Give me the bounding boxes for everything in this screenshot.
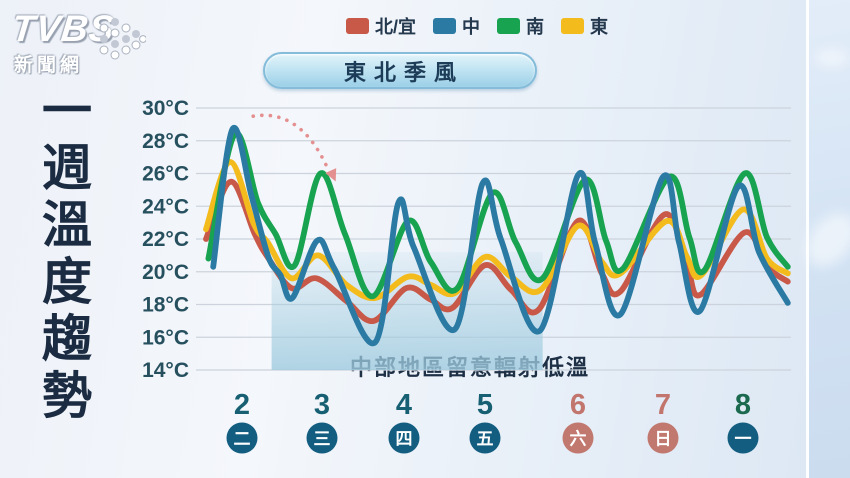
y-axis-tick-label: 20°C <box>142 261 189 284</box>
legend-swatch-north-yilan <box>346 18 369 34</box>
cooldown-arrow <box>251 113 330 171</box>
y-axis-tick-label: 18°C <box>142 294 189 317</box>
day-number: 3 <box>314 389 330 421</box>
day-number: 6 <box>570 389 586 421</box>
weekday-label: 五 <box>477 430 494 449</box>
weekday-circle <box>306 422 338 454</box>
weekday-circle <box>562 422 594 454</box>
legend-item-north-yilan: 北/宜 <box>346 13 416 39</box>
series-line-central <box>210 124 791 347</box>
cooldown-arrowhead-icon <box>325 168 337 182</box>
y-axis-tick-label: 22°C <box>142 228 189 251</box>
weekday-circle <box>469 422 501 454</box>
tvbs-logo-dots-icon <box>99 18 146 60</box>
day-number: 4 <box>396 389 412 421</box>
x-axis-day-2: 2二 <box>226 389 258 454</box>
series-line-north-yilan <box>203 178 791 324</box>
legend-swatch-east <box>561 18 585 34</box>
day-number: 5 <box>477 389 493 421</box>
legend-label: 北/宜 <box>375 17 417 37</box>
weekday-label: 日 <box>655 430 672 449</box>
legend-swatch-south <box>497 18 521 34</box>
x-axis-day-5: 5五 <box>469 389 501 454</box>
day-number: 2 <box>234 389 250 421</box>
x-axis-day-7: 7日 <box>647 389 679 454</box>
legend-item-south: 南 <box>497 13 544 39</box>
series-line-south <box>205 130 791 300</box>
weekday-label: 四 <box>396 430 413 449</box>
weekday-circle <box>226 422 258 454</box>
weekday-circle <box>388 422 420 454</box>
y-axis-tick-label: 14°C <box>142 359 189 382</box>
weekday-label: 二 <box>234 430 251 449</box>
page-title: 一週溫度趨勢 <box>35 84 91 426</box>
legend-item-central: 中 <box>433 13 480 39</box>
day-number: 8 <box>735 389 751 421</box>
weekday-circle <box>727 422 759 454</box>
monsoon-badge-label: 東北季風 <box>343 59 464 85</box>
legend-label: 中 <box>462 17 481 37</box>
y-axis-tick-label: 30°C <box>142 97 189 120</box>
chart-caption: 中部地區留意輻射低溫 <box>349 355 590 380</box>
weekday-label: 六 <box>570 429 587 449</box>
legend-label: 南 <box>526 17 545 37</box>
weekday-label: 三 <box>314 430 331 449</box>
weekday-label: 一 <box>735 430 752 449</box>
y-axis-tick-label: 26°C <box>142 163 189 186</box>
tvbs-logo: TVBS 新聞網 <box>10 6 146 78</box>
series-line-east <box>203 159 791 301</box>
x-axis-day-8: 8一 <box>727 389 759 454</box>
day-number: 7 <box>655 389 671 421</box>
background-right-strip <box>796 0 850 478</box>
weekday-circle <box>647 422 679 454</box>
legend-label: 東 <box>590 17 609 37</box>
monsoon-badge: 東北季風 <box>263 52 537 89</box>
legend-item-east: 東 <box>561 13 608 39</box>
y-axis-tick-label: 28°C <box>142 130 189 153</box>
x-axis-day-4: 4四 <box>388 389 420 454</box>
tvbs-logo-subtext: 新聞網 <box>14 55 84 76</box>
y-axis-tick-label: 24°C <box>142 195 189 218</box>
chart-legend: 北/宜 中 南 東 <box>346 13 608 39</box>
y-axis-tick-label: 16°C <box>142 326 189 349</box>
legend-swatch-central <box>433 18 457 34</box>
x-axis-day-3: 3三 <box>306 389 338 454</box>
x-axis-day-6: 6六 <box>562 389 594 454</box>
